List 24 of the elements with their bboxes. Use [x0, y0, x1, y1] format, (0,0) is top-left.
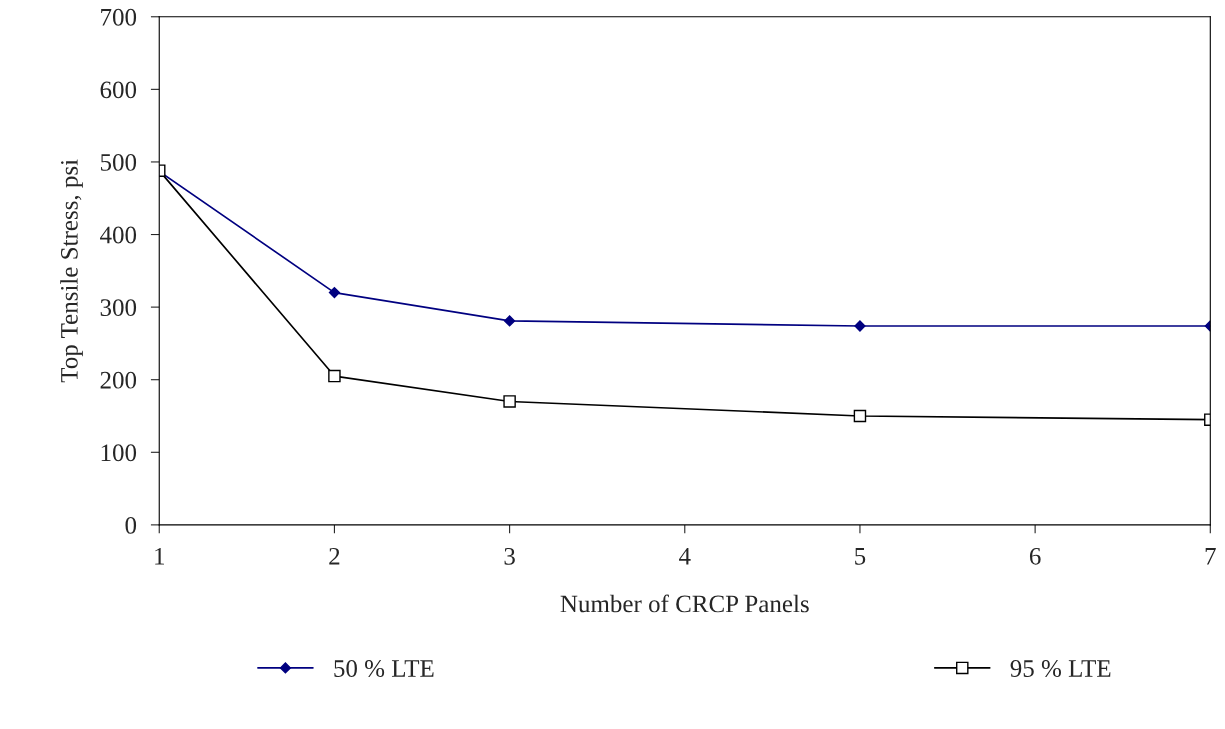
y-tick-label: 100: [101, 444, 137, 462]
x-tick-label: 1: [155, 547, 164, 565]
x-axis-title: Number of CRCP Panels: [560, 594, 809, 613]
point: [328, 369, 341, 383]
legend-label: 95 % LTE: [1010, 660, 1111, 677]
x-tick-label: 7: [1205, 548, 1216, 565]
x-tick-label: 5: [855, 548, 866, 565]
x-tick-label: 3: [504, 547, 515, 565]
y-tick-label: 500: [100, 153, 137, 171]
y-tick-label: 0: [125, 516, 137, 534]
x-tick-label: 4: [679, 547, 691, 565]
x-tick-label: 6: [1029, 547, 1041, 565]
point: [503, 315, 516, 327]
y-tick-label: 600: [100, 81, 137, 99]
y-tick-label: 700: [101, 8, 137, 26]
point: [328, 286, 341, 299]
legend-label: 50 % LTE: [334, 660, 434, 677]
y-tick-label: 300: [100, 299, 137, 317]
point: [503, 395, 516, 408]
y-tick-label: 400: [100, 226, 137, 244]
x-tick-label: 2: [329, 547, 340, 565]
y-axis-title: Top Tensile Stress, psi: [60, 159, 83, 383]
y-tick-label: 200: [100, 371, 137, 389]
point: [853, 409, 867, 423]
